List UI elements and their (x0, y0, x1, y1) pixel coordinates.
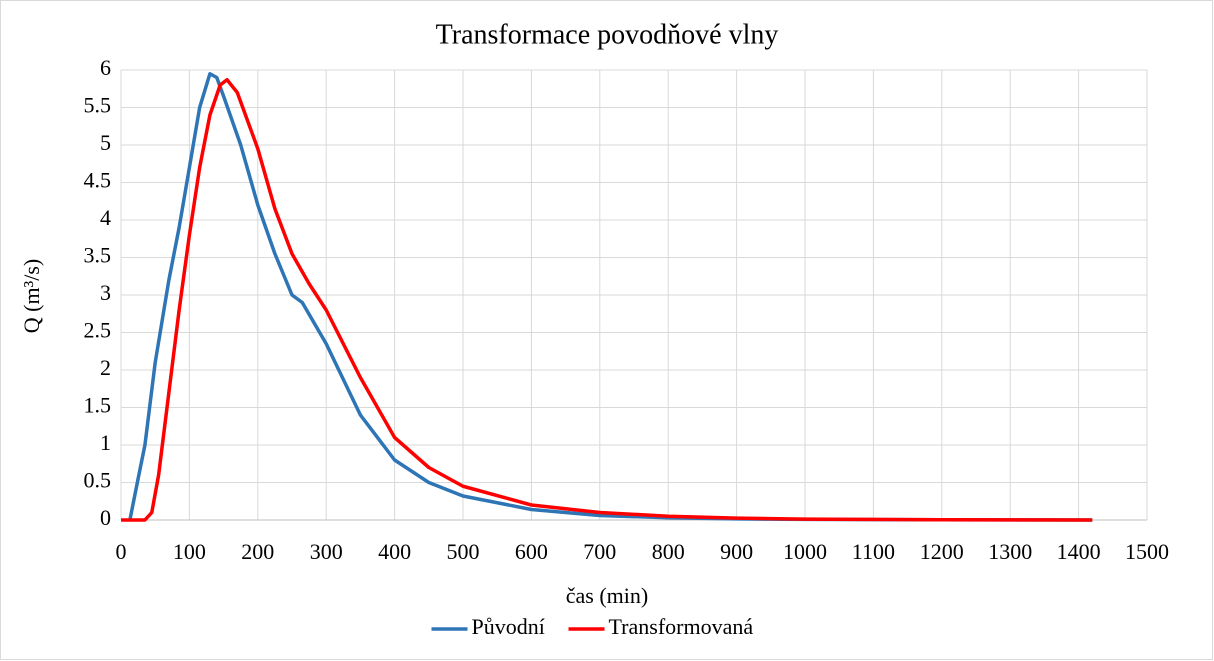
y-tick-label: 1.5 (84, 393, 112, 418)
y-tick-label: 0.5 (84, 468, 112, 493)
legend-label: Transformovaná (609, 614, 754, 639)
x-tick-label: 700 (583, 539, 616, 564)
x-tick-label: 1100 (852, 539, 895, 564)
x-tick-label: 900 (720, 539, 753, 564)
y-tick-label: 5.5 (84, 93, 112, 118)
series-line (128, 72, 1093, 522)
y-tick-label: 4 (100, 205, 111, 230)
x-tick-label: 1300 (988, 539, 1032, 564)
y-tick-label: 5 (100, 130, 111, 155)
y-tick-label: 3.5 (84, 243, 112, 268)
y-tick-label: 0 (100, 505, 111, 530)
chart-title: Transformace povodňové vlny (436, 19, 779, 50)
x-axis-label: čas (min) (566, 583, 648, 608)
x-tick-label: 200 (241, 539, 274, 564)
y-tick-label: 4.5 (84, 168, 112, 193)
x-tick-label: 100 (173, 539, 206, 564)
legend-label: Původní (472, 614, 545, 639)
x-tick-label: 800 (652, 539, 685, 564)
y-tick-label: 1 (100, 430, 111, 455)
y-tick-label: 2 (100, 355, 111, 380)
x-tick-label: 1200 (920, 539, 964, 564)
y-tick-label: 2.5 (84, 318, 112, 343)
y-tick-label: 3 (100, 280, 111, 305)
x-tick-label: 400 (378, 539, 411, 564)
x-tick-label: 0 (116, 539, 127, 564)
x-tick-label: 300 (310, 539, 343, 564)
x-tick-label: 600 (515, 539, 548, 564)
x-tick-label: 1500 (1125, 539, 1169, 564)
y-axis-label: Q (m³/s) (19, 259, 44, 333)
x-tick-label: 500 (447, 539, 480, 564)
x-tick-label: 1400 (1057, 539, 1101, 564)
series-line (121, 78, 1093, 522)
y-tick-label: 6 (100, 55, 111, 80)
x-tick-label: 1000 (783, 539, 827, 564)
